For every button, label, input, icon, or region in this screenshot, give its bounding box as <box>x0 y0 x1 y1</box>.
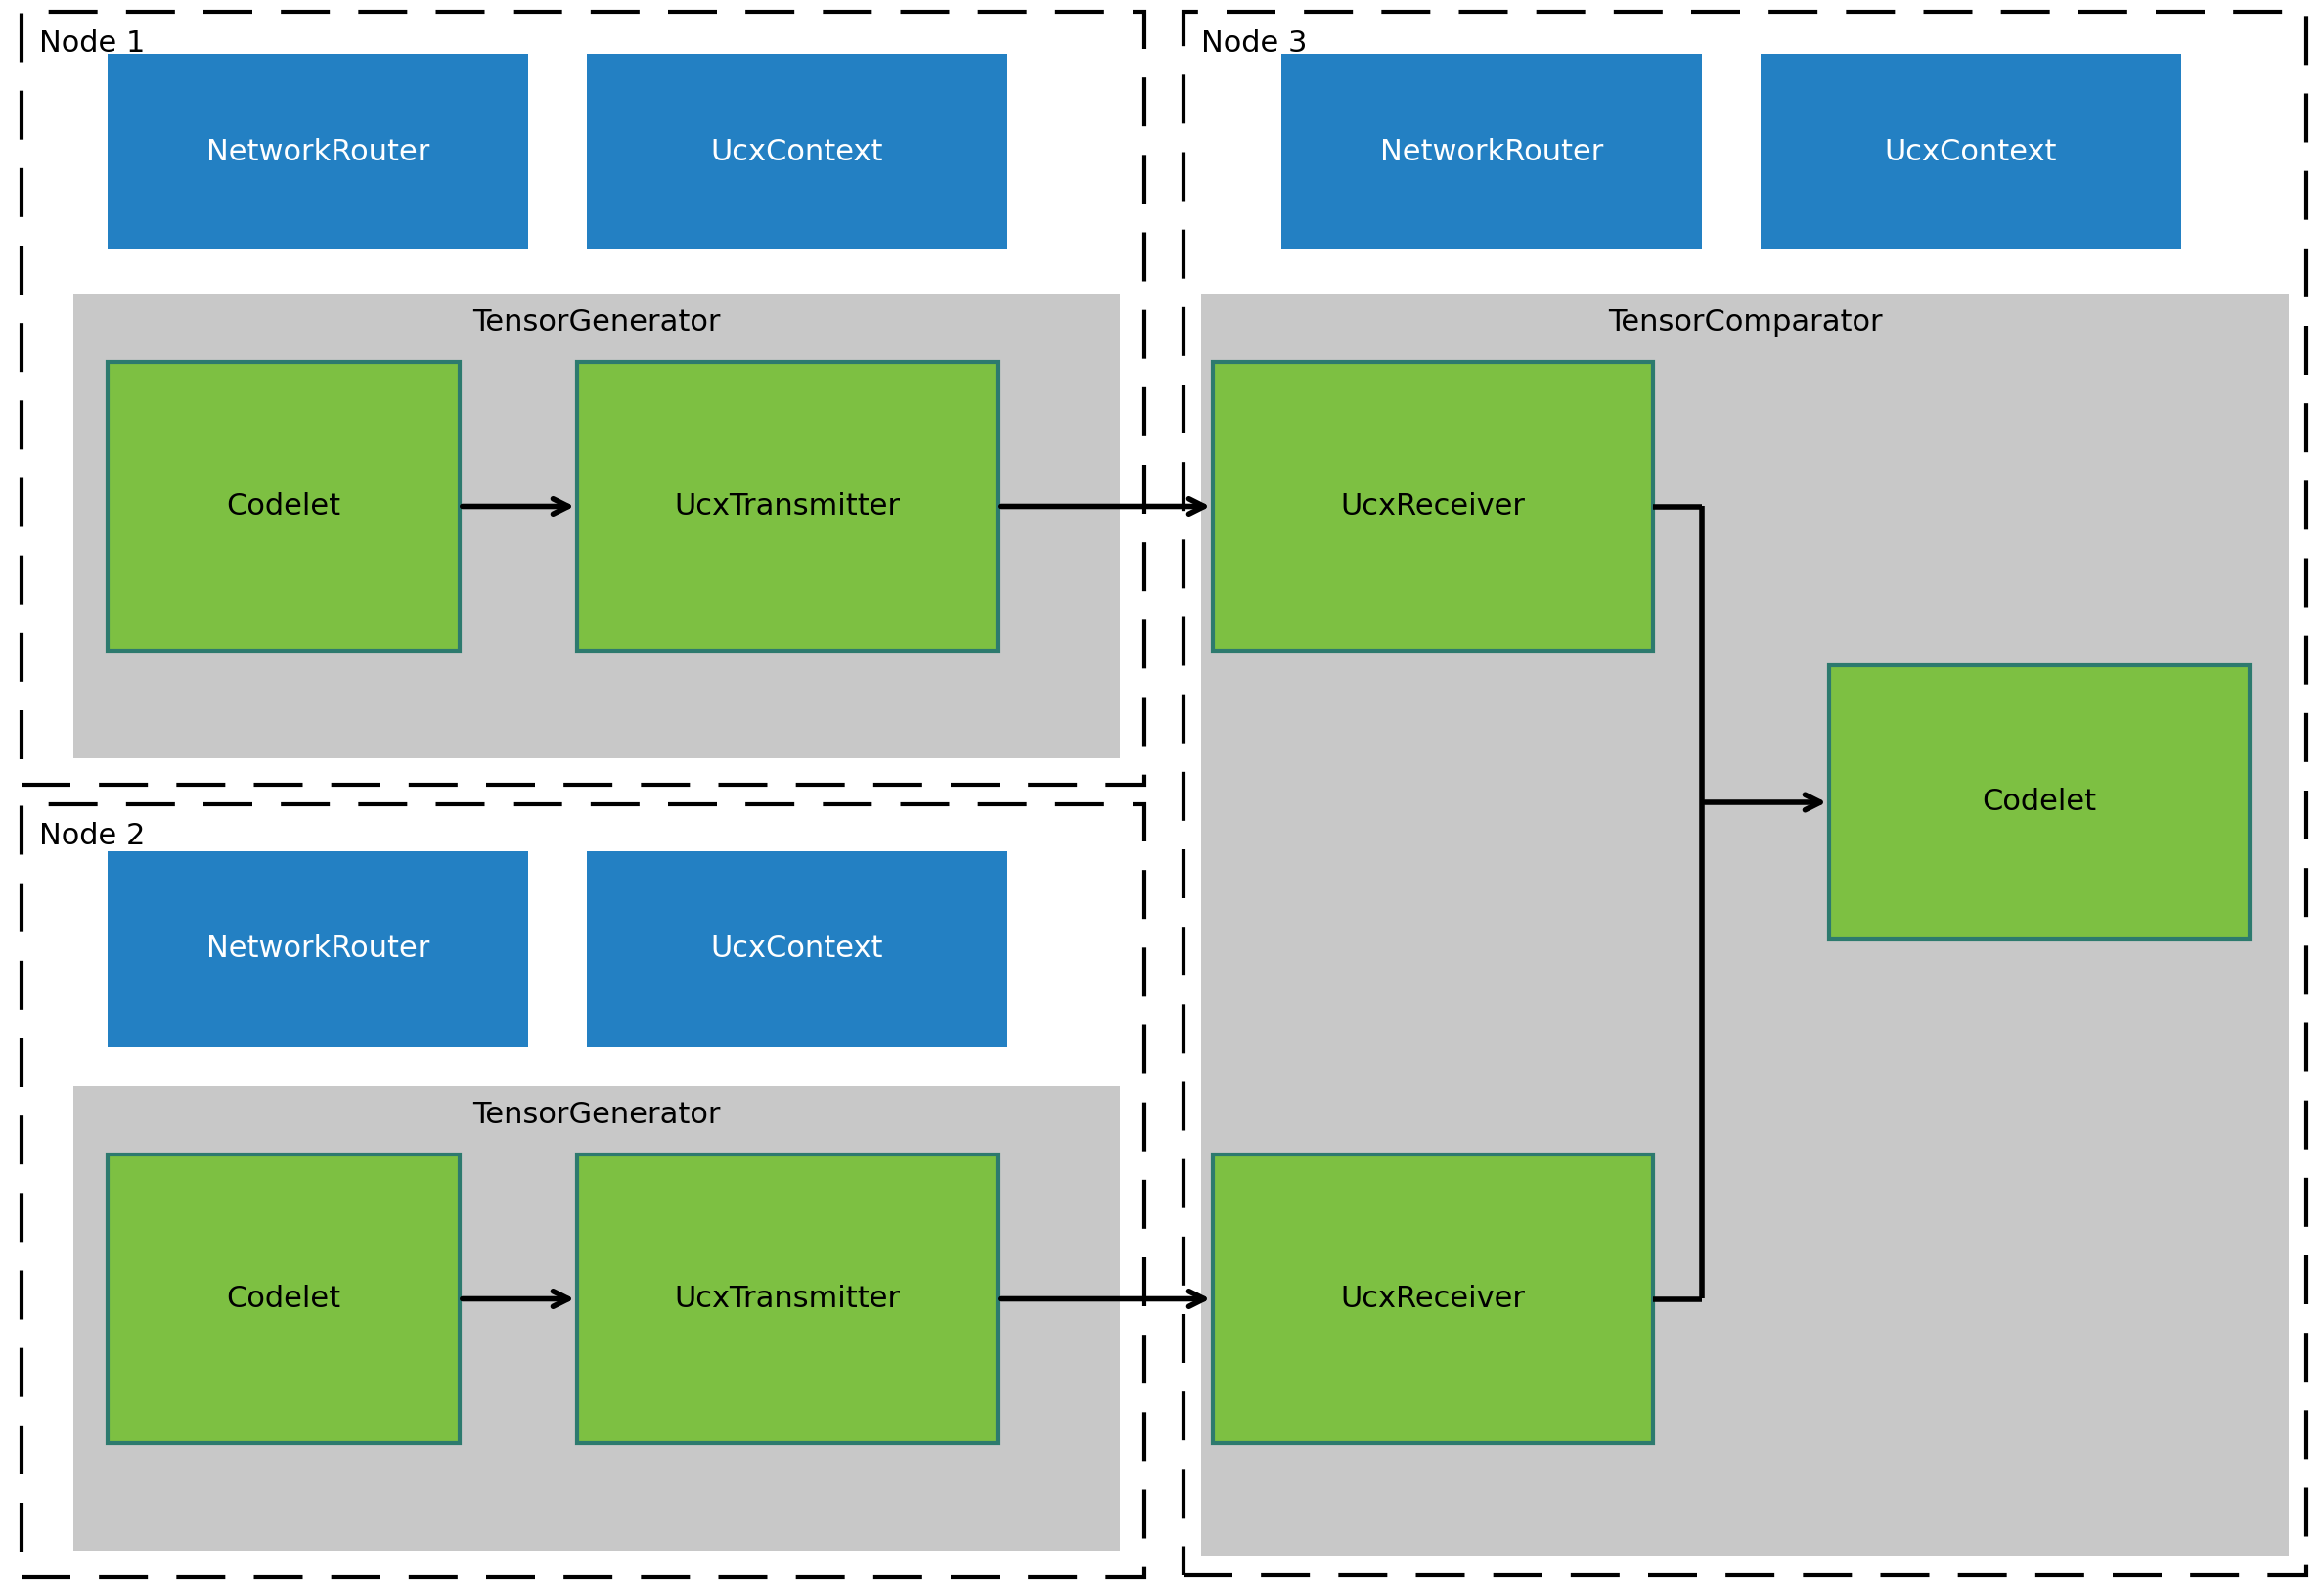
Bar <box>107 54 528 249</box>
Bar <box>1213 1154 1652 1443</box>
Bar <box>21 805 1143 1577</box>
Text: NetworkRouter: NetworkRouter <box>207 935 430 963</box>
Bar <box>21 11 1143 784</box>
Text: UcxTransmitter: UcxTransmitter <box>674 1284 899 1312</box>
Text: Codelet: Codelet <box>225 492 342 521</box>
Bar <box>107 851 528 1047</box>
Bar <box>576 362 997 651</box>
Bar <box>107 362 460 651</box>
Bar <box>1202 294 2289 1555</box>
Text: Codelet: Codelet <box>225 1284 342 1312</box>
Text: UcxContext: UcxContext <box>1885 138 2057 167</box>
Text: UcxContext: UcxContext <box>711 138 883 167</box>
Bar <box>1281 54 1701 249</box>
Text: TensorGenerator: TensorGenerator <box>472 1101 720 1130</box>
Bar <box>1829 665 2250 940</box>
Text: NetworkRouter: NetworkRouter <box>207 138 430 167</box>
Bar <box>1762 54 2182 249</box>
Text: Node 1: Node 1 <box>40 29 144 57</box>
Text: NetworkRouter: NetworkRouter <box>1380 138 1604 167</box>
Bar <box>74 294 1120 759</box>
Text: UcxReceiver: UcxReceiver <box>1341 1284 1525 1312</box>
Text: Node 2: Node 2 <box>40 822 144 851</box>
Bar <box>1183 11 2305 1576</box>
Text: Codelet: Codelet <box>1982 789 2096 816</box>
Bar <box>588 54 1009 249</box>
Text: UcxContext: UcxContext <box>711 935 883 963</box>
Bar <box>1213 362 1652 651</box>
Text: TensorGenerator: TensorGenerator <box>472 309 720 336</box>
Text: Node 3: Node 3 <box>1202 29 1306 57</box>
Bar <box>576 1154 997 1443</box>
Bar <box>107 1154 460 1443</box>
Text: UcxTransmitter: UcxTransmitter <box>674 492 899 521</box>
Text: TensorComparator: TensorComparator <box>1608 309 1882 336</box>
Text: UcxReceiver: UcxReceiver <box>1341 492 1525 521</box>
Bar <box>74 1086 1120 1550</box>
Bar <box>588 851 1009 1047</box>
